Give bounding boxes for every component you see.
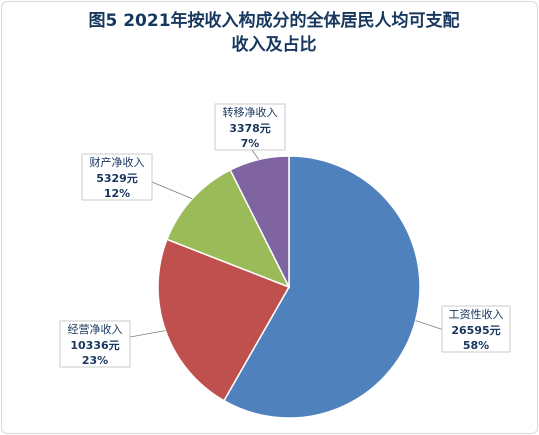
label-name: 财产净收入 bbox=[90, 155, 145, 169]
label-name: 经营净收入 bbox=[68, 322, 123, 336]
label-value: 3378元 bbox=[229, 122, 271, 135]
pie-slice bbox=[229, 155, 290, 288]
label-value: 26595元 bbox=[451, 324, 500, 337]
label-name: 工资性收入 bbox=[449, 307, 504, 321]
label-value: 10336元 bbox=[70, 339, 119, 352]
leader-line bbox=[415, 320, 445, 331]
label-box bbox=[81, 153, 153, 201]
label-percent: 23% bbox=[82, 354, 108, 367]
label-name: 转移净收入 bbox=[223, 105, 278, 119]
chart-title: 收入及占比 bbox=[232, 34, 317, 55]
label-box bbox=[441, 305, 511, 353]
label-percent: 58% bbox=[463, 339, 489, 352]
label-percent: 7% bbox=[241, 137, 260, 150]
leader-line bbox=[129, 330, 166, 338]
pie-slice bbox=[222, 155, 421, 419]
leader-line bbox=[251, 149, 260, 160]
label-percent: 12% bbox=[104, 187, 130, 200]
label-box bbox=[59, 320, 131, 368]
label-value: 5329元 bbox=[96, 172, 138, 185]
pie-slice bbox=[165, 168, 291, 289]
label-box bbox=[214, 103, 286, 151]
leader-line bbox=[151, 181, 193, 200]
chart-title: 图5 2021年按收入构成分的全体居民人均可支配 bbox=[88, 10, 459, 31]
